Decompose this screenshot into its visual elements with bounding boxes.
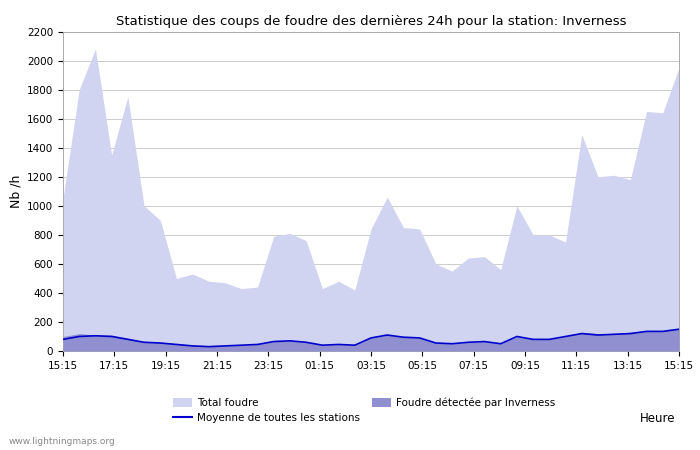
- Legend: Total foudre, Moyenne de toutes les stations, Foudre détectée par Inverness: Total foudre, Moyenne de toutes les stat…: [173, 398, 556, 423]
- Title: Statistique des coups de foudre des dernières 24h pour la station: Inverness: Statistique des coups de foudre des dern…: [116, 14, 626, 27]
- Text: Heure: Heure: [640, 412, 676, 425]
- Y-axis label: Nb /h: Nb /h: [10, 175, 23, 208]
- Text: www.lightningmaps.org: www.lightningmaps.org: [8, 437, 115, 446]
